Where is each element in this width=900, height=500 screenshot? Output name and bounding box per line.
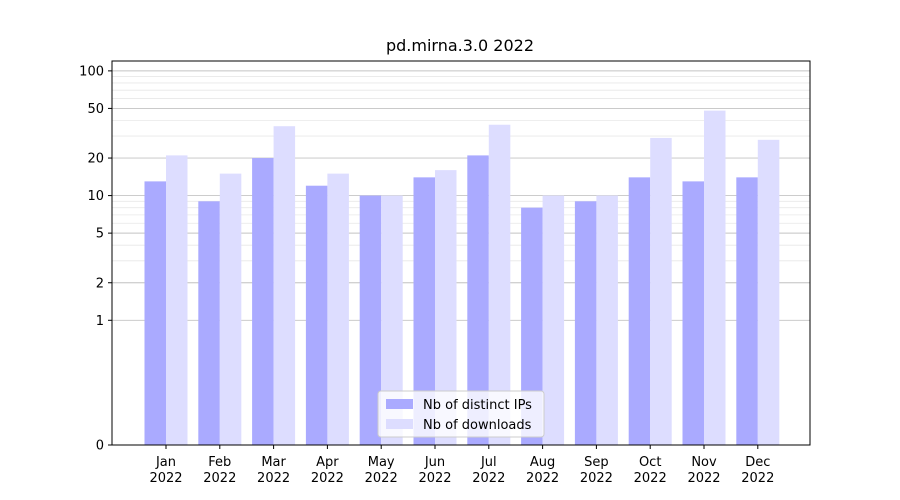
y-tick-label: 0 xyxy=(96,439,104,454)
bar-ips xyxy=(521,207,543,445)
bar-ips xyxy=(144,181,166,445)
x-tick-label: Mar 2022 xyxy=(257,455,290,486)
bar-downloads xyxy=(381,195,403,445)
legend-box xyxy=(377,390,545,438)
x-tick-label: Nov 2022 xyxy=(687,455,720,486)
bar-downloads xyxy=(166,155,188,445)
axes: 0 1 2 5 10 20 50 100 Jan 2022 Feb 2022 Mar 2022 Apr 202… xyxy=(79,60,811,486)
bar-downloads xyxy=(219,173,242,445)
chart-title: pd.mirna.3.0 2022 xyxy=(386,36,534,55)
y-tick-label: 50 xyxy=(87,102,104,117)
x-tick-label: Oct 2022 xyxy=(634,455,667,486)
bar-downloads xyxy=(488,124,511,445)
legend-swatch xyxy=(386,399,413,409)
y-tick-label: 5 xyxy=(96,227,104,242)
x-tick-label: Sep 2022 xyxy=(580,455,613,486)
bar-downloads xyxy=(327,173,349,445)
bar-ips xyxy=(305,185,328,445)
bar-ips xyxy=(198,201,220,445)
y-tick-label: 20 xyxy=(87,152,104,167)
x-tick-label: May 2022 xyxy=(365,455,398,486)
x-tick-label: Apr 2022 xyxy=(311,455,344,486)
x-tick-label: Jul 2022 xyxy=(472,455,505,486)
x-tick-label: Jan 2022 xyxy=(149,455,182,486)
legend-label: Nb of downloads xyxy=(423,418,532,433)
x-tick-label: Dec 2022 xyxy=(741,455,774,486)
bar-ips xyxy=(574,201,597,445)
y-tick-label: 1 xyxy=(96,314,104,329)
y-tick-label: 10 xyxy=(87,189,104,204)
bar-downloads xyxy=(596,195,618,445)
bar-downloads xyxy=(757,139,780,445)
x-tick-label: Feb 2022 xyxy=(203,455,236,486)
bar-downloads xyxy=(704,110,726,445)
bar-downloads xyxy=(650,137,672,446)
bar-ips xyxy=(359,195,382,445)
legend-swatch xyxy=(386,419,413,429)
bar-ips xyxy=(252,158,274,445)
x-tick-label: Jun 2022 xyxy=(418,455,451,486)
y-tick-label: 100 xyxy=(79,64,104,79)
bars xyxy=(144,110,780,446)
legend-label: Nb of distinct IPs xyxy=(423,398,532,413)
bar-downloads xyxy=(542,195,565,445)
bar-ips xyxy=(682,181,704,445)
bar-ips xyxy=(467,155,489,445)
plot-frame xyxy=(111,60,811,446)
y-tick-label: 2 xyxy=(96,276,104,291)
bar-downloads xyxy=(435,170,457,445)
x-tick-label: Aug 2022 xyxy=(526,455,559,486)
bar-ips xyxy=(413,177,435,445)
bar-ips xyxy=(628,177,651,445)
bar-downloads xyxy=(273,126,296,446)
legend: Nb of distinct IPs Nb of downloads xyxy=(377,390,545,438)
bar-ips xyxy=(736,177,758,445)
